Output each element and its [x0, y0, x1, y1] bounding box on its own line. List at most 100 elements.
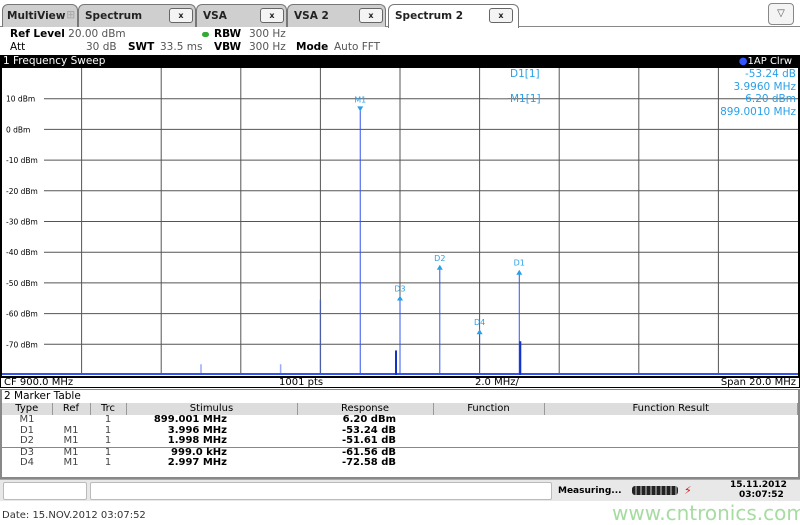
cell-trc: 1	[104, 457, 112, 468]
col-function-result: Function Result	[544, 403, 798, 415]
plot-footer: CF 900.0 MHz 1001 pts 2.0 MHz/ Span 20.0…	[0, 376, 800, 388]
y-tick-label: -20 dBm	[6, 187, 38, 196]
cell-response: -72.58 dB	[341, 457, 396, 468]
marker-m1-level: 6.20 dBm	[745, 93, 796, 105]
y-tick-label: 0 dBm	[6, 125, 30, 134]
cell-function	[433, 426, 544, 437]
cell-trc: 1	[104, 414, 112, 425]
cell-function-result	[544, 426, 798, 437]
marker-row[interactable]: D4 M1 1 2.997 MHz -72.58 dB	[2, 457, 798, 469]
trace-label-text: 1AP Clrw	[747, 56, 792, 67]
cell-ref: M1	[63, 446, 79, 458]
col-trc: Trc	[90, 403, 127, 415]
marker-d3-label: D3	[394, 284, 405, 293]
marker-d1-label: D1	[514, 259, 525, 268]
mode-label: Mode	[296, 41, 329, 53]
progress-bar	[632, 486, 678, 495]
tab-label: VSA	[203, 10, 227, 22]
close-icon[interactable]: x	[359, 8, 383, 23]
tab-bar: MultiView ⊞ Spectrum x VSA x VSA 2 x Spectru…	[0, 0, 800, 28]
vbw-value: 300 Hz	[249, 41, 286, 53]
tab-vsa[interactable]: VSA x	[196, 4, 287, 27]
settings-bar: Ref Level 20.00 dBm Att 30 dB SWT 33.5 m…	[0, 27, 800, 55]
close-icon[interactable]: x	[489, 8, 513, 23]
status-time: 03:07:52	[739, 490, 784, 500]
att-value: 30 dB	[86, 41, 117, 53]
marker-row[interactable]: D1 M1 1 3.996 MHz -53.24 dB	[2, 424, 798, 437]
cell-function-result	[544, 436, 798, 447]
overload-indicator-icon: ⚡	[684, 484, 692, 497]
trace-label: ●1AP Clrw	[739, 55, 792, 68]
marker-d4-icon	[476, 329, 483, 335]
y-tick-label: -40 dBm	[6, 248, 38, 257]
cell-function	[433, 415, 544, 426]
rbw-value: 300 Hz	[249, 28, 286, 40]
cell-stimulus: 899.001 MHz	[153, 414, 227, 425]
frequency-per-division: 2.0 MHz/	[475, 377, 519, 388]
tab-label: Spectrum 2	[395, 10, 463, 22]
marker-d2-icon	[436, 264, 443, 270]
marker-row[interactable]: D3 M1 1 999.0 kHz -61.56 dB	[2, 447, 798, 458]
cell-stimulus: 2.997 MHz	[167, 457, 227, 468]
cell-function-result	[544, 458, 798, 469]
cell-type: D2	[19, 435, 35, 446]
measuring-status: Measuring...	[558, 486, 622, 496]
cell-ref: M1	[63, 424, 79, 436]
ref-level-value: 20.00 dBm	[68, 28, 126, 40]
y-tick-label: -10 dBm	[6, 156, 38, 165]
tab-spectrum[interactable]: Spectrum x	[78, 4, 196, 27]
cell-function	[433, 458, 544, 469]
span: Span 20.0 MHz	[720, 377, 796, 388]
rbw-indicator-icon	[202, 32, 209, 37]
cell-trc: 1	[104, 424, 112, 436]
center-frequency: CF 900.0 MHz	[4, 377, 74, 388]
close-icon[interactable]: x	[169, 8, 193, 23]
cell-response: 6.20 dBm	[342, 414, 396, 425]
tab-vsa-2[interactable]: VSA 2 x	[287, 4, 386, 27]
col-type: Type	[2, 403, 53, 415]
cell-function-result	[544, 415, 798, 426]
y-tick-label: -60 dBm	[6, 310, 38, 319]
cell-function-result	[544, 447, 798, 458]
marker-d1-level: -53.24 dB	[744, 68, 796, 80]
date-caption: Date: 15.NOV.2012 03:07:52	[2, 510, 146, 521]
status-bar: Measuring... ⚡ 15.11.2012 03:07:52	[0, 479, 800, 501]
cell-ref	[52, 415, 90, 426]
sweep-points: 1001 pts	[279, 377, 324, 388]
swt-label: SWT	[128, 41, 155, 53]
marker-row[interactable]: M1 1 899.001 MHz 6.20 dBm	[2, 414, 798, 426]
marker-d3-icon	[397, 295, 403, 301]
cell-trc: 1	[104, 435, 112, 446]
watermark: www.cntronics.com	[612, 501, 800, 525]
col-response: Response	[297, 403, 434, 415]
col-function: Function	[433, 403, 545, 415]
marker-d4-label: D4	[474, 318, 485, 327]
cell-stimulus: 3.996 MHz	[167, 424, 227, 436]
tab-dropdown-icon[interactable]: ▽	[768, 3, 794, 25]
marker-d1-freq: 3.9960 MHz	[733, 81, 796, 93]
spectrum-plot[interactable]: 10 dBm 0 dBm -10 dBm -20 dBm -30 dBm -40 dBm -…	[0, 68, 800, 377]
tab-label: MultiView	[7, 10, 66, 22]
cell-type: D3	[19, 446, 35, 458]
y-tick-label: -70 dBm	[6, 340, 38, 349]
close-icon[interactable]: x	[260, 8, 284, 23]
y-tick-label: -50 dBm	[6, 279, 38, 288]
tab-spectrum-2[interactable]: Spectrum 2 x	[388, 4, 519, 28]
marker-m1-label: M1	[354, 95, 366, 104]
cell-stimulus: 999.0 kHz	[171, 446, 227, 458]
tab-multiview[interactable]: MultiView ⊞	[2, 4, 78, 27]
cell-ref: M1	[63, 457, 79, 468]
col-ref: Ref	[52, 403, 91, 415]
att-label: Att	[10, 41, 26, 53]
rbw-label: RBW	[214, 28, 242, 40]
status-field-2	[90, 482, 552, 500]
cell-response: -51.61 dB	[341, 435, 396, 446]
status-field-1	[3, 482, 87, 500]
marker-d1-icon	[516, 269, 523, 275]
marker-m1-freq: 899.0010 MHz	[720, 106, 796, 118]
tab-label: Spectrum	[85, 10, 143, 22]
marker-row[interactable]: D2 M1 1 1.998 MHz -51.61 dB	[2, 435, 798, 447]
cell-type: M1	[19, 414, 35, 425]
marker-table: 2 Marker Table Type Ref Trc Stimulus Res…	[0, 389, 800, 479]
multiview-grid-icon: ⊞	[66, 9, 75, 21]
